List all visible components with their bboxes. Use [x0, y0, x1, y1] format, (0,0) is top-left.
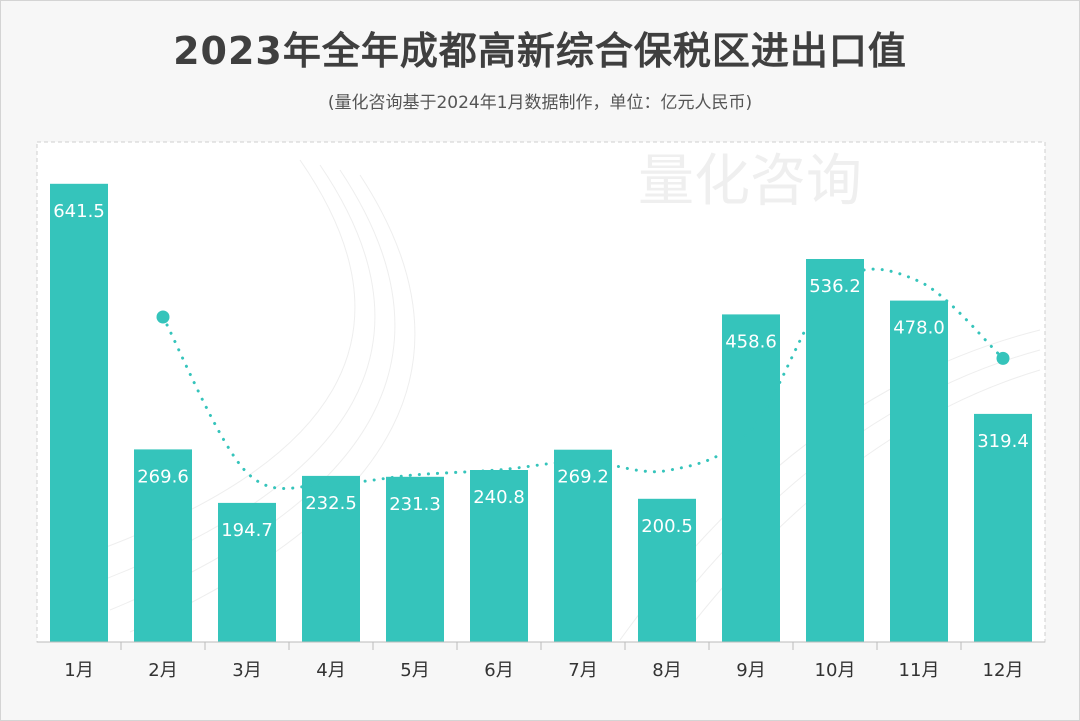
x-tick-label: 10月: [815, 660, 856, 681]
bar: [134, 449, 192, 642]
x-tick-label: 6月: [484, 660, 513, 681]
bar: [470, 470, 528, 642]
bar-value-label: 458.6: [725, 331, 777, 352]
bar-value-label: 269.6: [137, 466, 189, 487]
bar: [218, 502, 276, 642]
bar-value-label: 641.5: [53, 201, 105, 222]
x-tick-label: 7月: [568, 660, 597, 681]
x-tick-label: 4月: [316, 660, 345, 681]
bar-value-label: 269.2: [557, 467, 609, 488]
bar-value-label: 231.3: [389, 494, 441, 515]
bar-value-label: 232.5: [305, 493, 357, 514]
trend-end-point: [996, 351, 1010, 365]
watermark-text: 量化咨询: [638, 149, 862, 214]
bar: [386, 476, 444, 642]
bar: [722, 314, 780, 642]
chart-title: 2023年全年成都高新综合保税区进出口值: [173, 29, 907, 73]
x-tick-label: 12月: [983, 660, 1024, 681]
bar: [638, 498, 696, 642]
chart-subtitle: (量化咨询基于2024年1月数据制作，单位：亿元人民币): [327, 93, 753, 113]
bar-value-label: 240.8: [473, 487, 525, 508]
bar-value-label: 194.7: [221, 520, 273, 541]
x-tick-label: 8月: [652, 660, 681, 681]
x-tick-label: 5月: [400, 660, 429, 681]
bar: [302, 475, 360, 642]
trend-start-point: [156, 310, 170, 324]
x-tick-label: 9月: [736, 660, 765, 681]
bar: [554, 449, 612, 642]
trend-line: [161, 267, 1005, 490]
bar: [890, 300, 948, 642]
bar-value-label: 478.0: [893, 318, 945, 339]
labels-layer: 641.5 269.6 194.7 232.5 231.3 240.8 269.2 200.5…: [53, 201, 1029, 541]
x-tick-label: 2月: [148, 660, 177, 681]
x-tick-label: 11月: [899, 660, 940, 681]
x-tick-label: 1月: [64, 660, 93, 681]
trend-layer: [156, 267, 1010, 490]
bars-layer: [50, 183, 1032, 643]
x-tick-label: 3月: [232, 660, 261, 681]
bar-value-label: 200.5: [641, 516, 693, 537]
bar-value-label: 319.4: [977, 431, 1029, 452]
bar-value-label: 536.2: [809, 276, 861, 297]
bar: [806, 259, 864, 642]
x-axis: 1月 2月 3月 4月 5月 6月 7月 8月 9月 10月 11月 12月: [64, 642, 1023, 681]
bar: [50, 183, 108, 643]
plot-area: [36, 141, 1046, 643]
bar: [974, 413, 1032, 642]
